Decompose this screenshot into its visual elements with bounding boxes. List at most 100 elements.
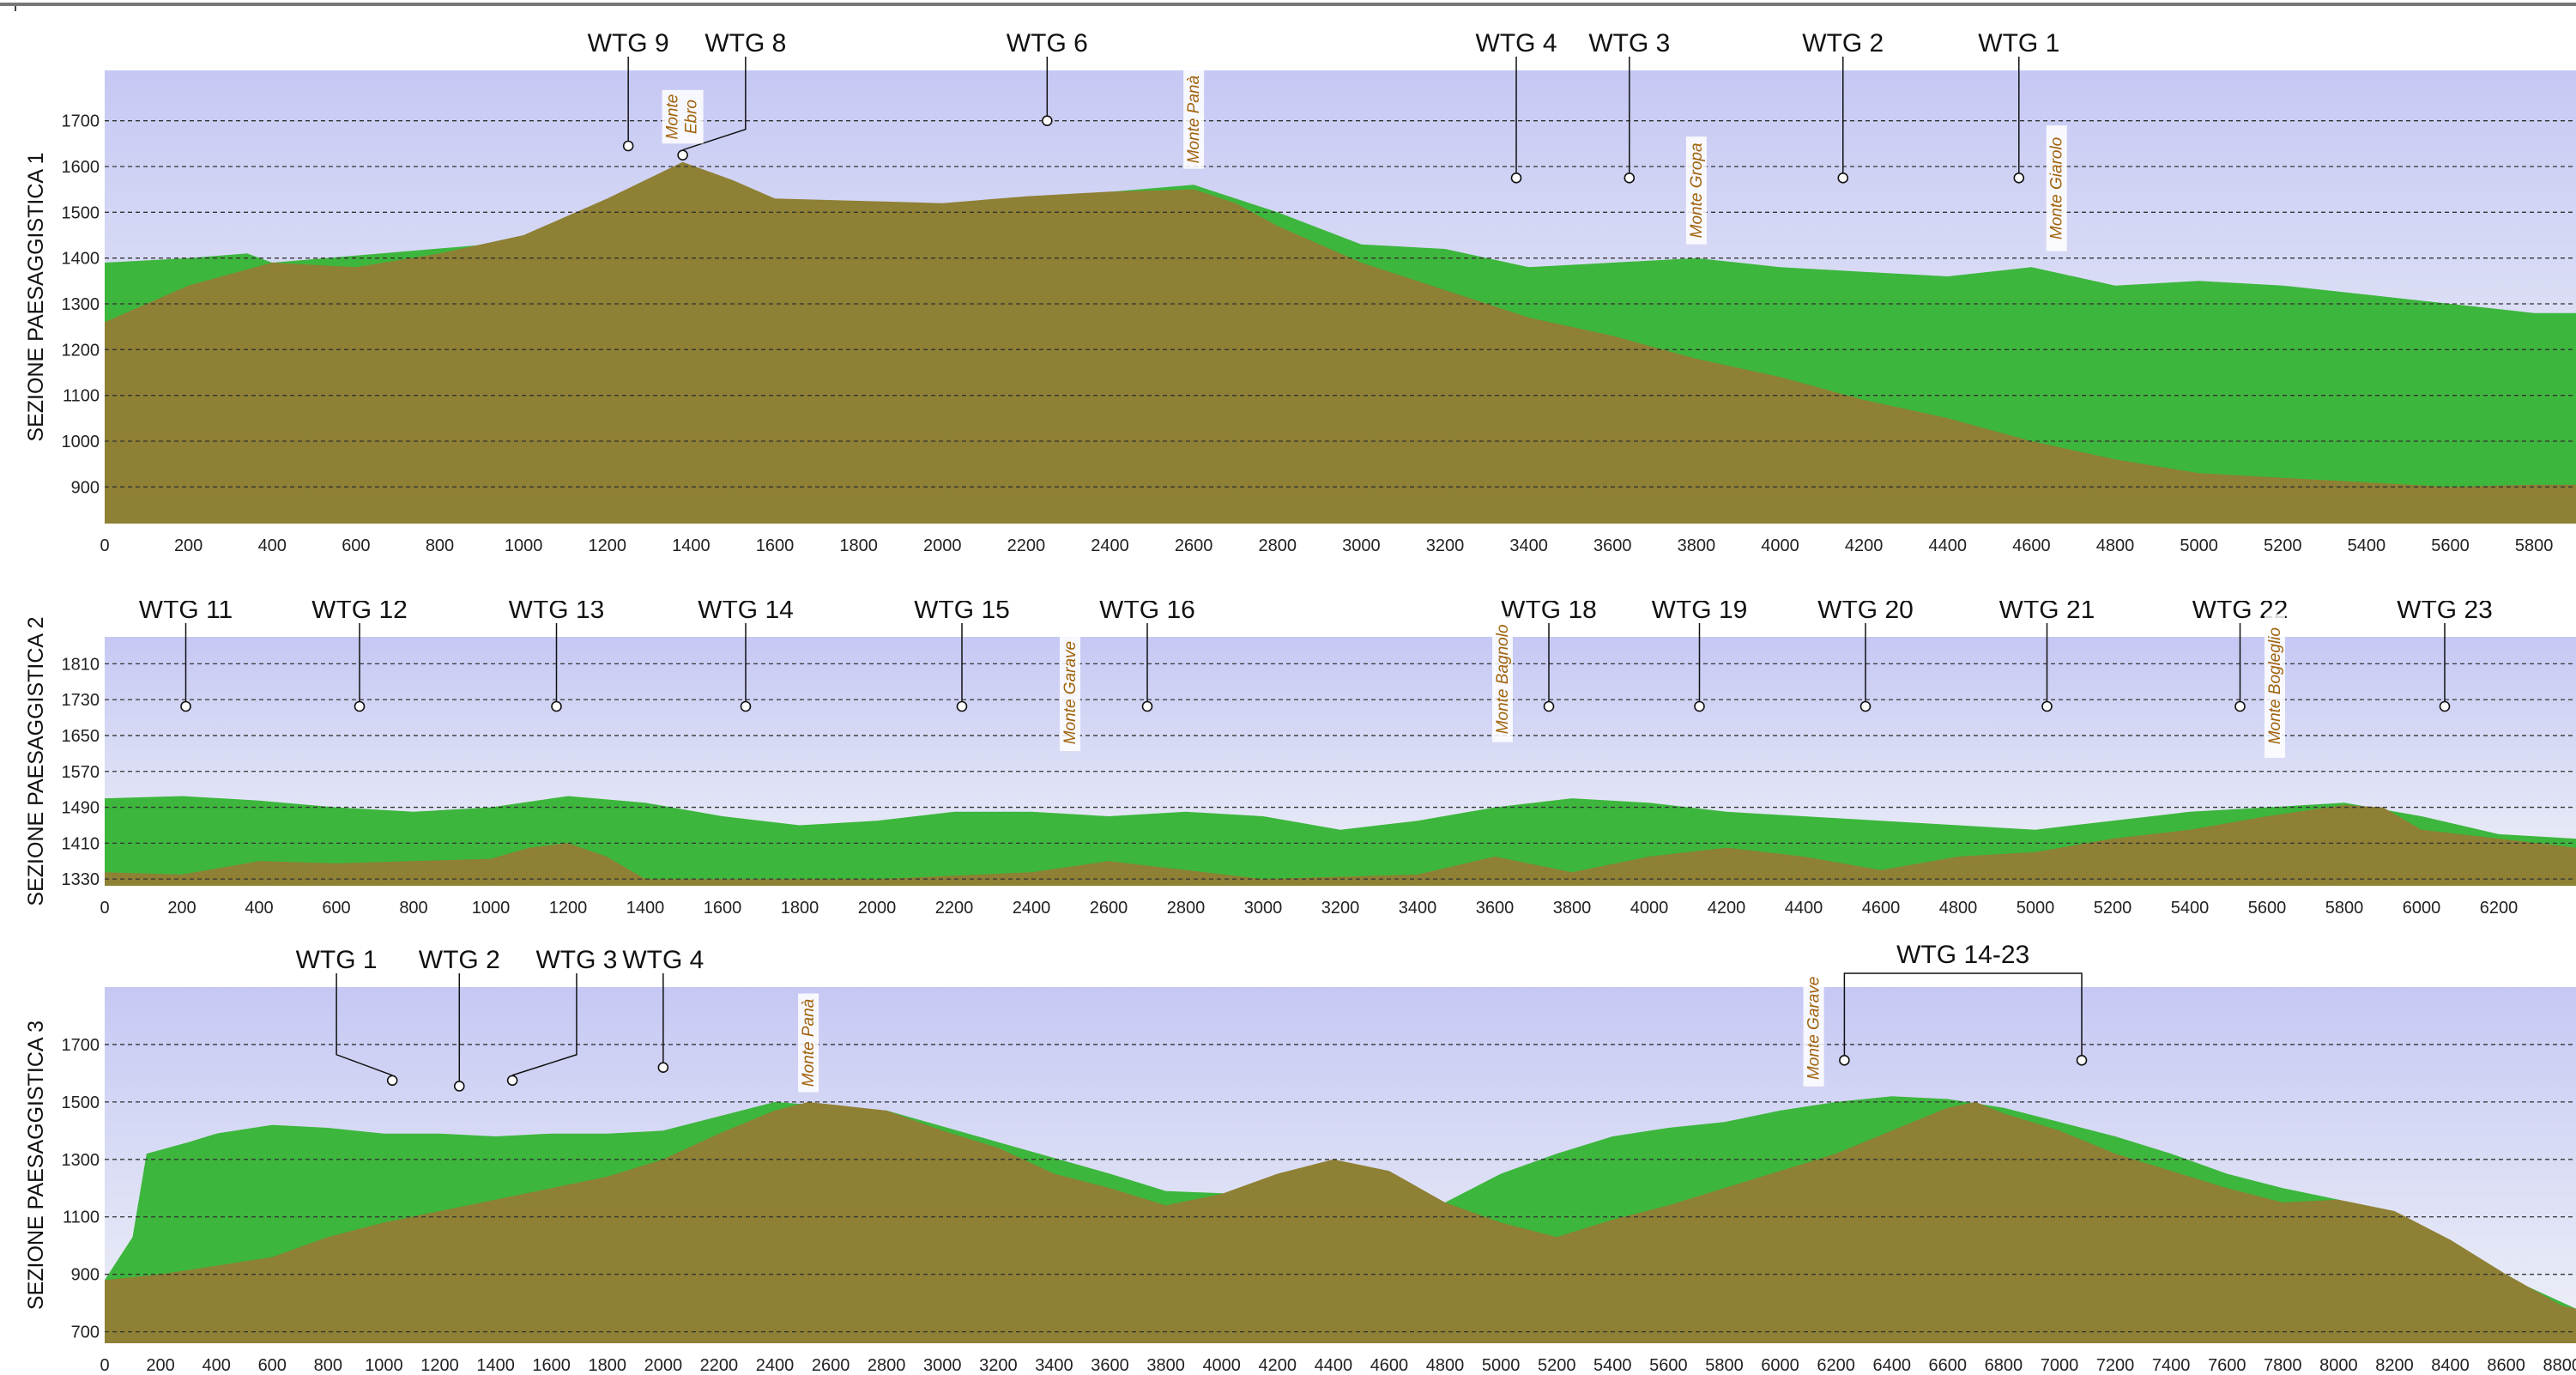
x-tick-label: 5000 [1482,1356,1521,1375]
peak-label-text: Monte Bagnolo [1494,624,1512,734]
y-tick-label: 1330 [62,870,100,889]
x-tick-label: 2800 [1259,536,1297,555]
turbine-marker [1859,700,1872,712]
turbine-leader-line [682,57,747,151]
x-tick-label: 400 [202,1356,230,1375]
x-tick-label: 1800 [781,899,819,918]
section-panel-2: 1330 1410 1490 1570 1650 1730 1810 0 200 400 600 80… [24,601,2576,918]
turbine-marker [1837,173,1849,184]
turbine-label: WTG 2 [1802,29,1884,58]
x-tick-label: 1600 [756,536,795,555]
turbine-label: WTG 2 [419,946,500,974]
turbine-marker [2041,700,2053,712]
turbine-marker [657,1062,669,1074]
turbine-label: WTG 13 [509,601,605,624]
x-tick-label: 3800 [1553,899,1592,918]
x-tick-label: 6000 [1761,1356,1799,1375]
y-tick-label: 1100 [63,387,100,406]
x-tick-label: 2200 [700,1356,739,1375]
peak-label-bg [1183,70,1205,169]
turbine-label: WTG 4 [622,946,704,974]
turbine-label: WTG 18 [1501,601,1597,624]
peak-label-bg [1803,969,1824,1087]
turbine-label: WTG 6 [1007,29,1088,58]
x-tick-label: 400 [258,536,287,555]
x-tick-label: 0 [100,536,109,555]
x-tick-label: 1000 [472,899,511,918]
top-strip-svg [0,3,2576,11]
turbine-label: WTG 8 [704,29,786,58]
y-tick-label: 1730 [62,691,100,710]
x-tick-label: 6400 [1872,1356,1911,1375]
x-tick-label: 5600 [1649,1356,1688,1375]
x-tick-label: 7800 [2264,1356,2302,1375]
y-tick-label: 1600 [62,158,100,177]
x-tick-label: 4600 [2012,536,2051,555]
turbine-marker [740,700,752,712]
peak-label: Monte Garave [1803,969,1824,1087]
x-tick-label: 5800 [2515,536,2554,555]
turbine-marker [1839,1055,1850,1066]
section-title: SEZIONE PAESAGGISTICA 3 [24,1021,48,1310]
turbine-label: WTG 20 [1817,601,1914,624]
x-tick-label: 3000 [1244,899,1283,918]
x-tick-label: 4600 [1862,899,1901,918]
peak-label-bg [2046,125,2067,251]
turbine-label: WTG 14 [698,601,794,624]
x-tick-label: 5400 [2171,899,2210,918]
top-image-strip [0,0,2576,11]
peak-label-bg [798,993,819,1093]
x-tick-label: 6000 [2403,899,2441,918]
x-tick-label: 5200 [2264,536,2302,555]
turbine-marker [386,1075,398,1087]
turbine-marker [551,700,562,712]
x-tick-label: 6800 [1985,1356,2023,1375]
x-tick-label: 4600 [1370,1356,1409,1375]
turbine-leader-line [511,973,577,1076]
section-title: SEZIONE PAESAGGISTICA 2 [24,616,48,906]
x-tick-label: 5800 [1705,1356,1744,1375]
x-tick-label: 4400 [1929,536,1968,555]
turbine-marker [677,149,688,161]
peak-label-text: Monte Panà [800,999,818,1087]
turbine-label: WTG 4 [1476,29,1557,58]
x-tick-label: 4200 [1708,899,1746,918]
x-tick-label: 4400 [1785,899,1823,918]
x-tick-label: 5400 [1593,1356,1632,1375]
x-tick-label: 8600 [2487,1356,2525,1375]
x-tick-label: 3800 [1146,1356,1185,1375]
x-tick-label: 3600 [1593,536,1632,555]
turbine-label: WTG 1 [1978,29,2059,58]
turbine-leader-line [336,973,393,1076]
x-tick-label: 4200 [1845,536,1884,555]
turbine-label: WTG 11 [139,601,233,624]
turbine-marker [453,1081,465,1092]
turbine-label: WTG 3 [535,946,617,974]
terrain-profile [105,161,2576,524]
x-tick-label: 4200 [1259,1356,1297,1375]
turbine-label: WTG 15 [914,601,1010,624]
peak-label: Monte Panà [798,993,819,1093]
turbine-marker [506,1075,518,1087]
turbine-group-label: WTG 14-23 [1896,944,2029,969]
x-tick-label: 1600 [704,899,742,918]
turbine-marker [180,700,191,712]
y-tick-label: 1500 [62,203,100,222]
turbine-label: WTG 3 [1588,29,1670,58]
x-tick-label: 4000 [1202,1356,1241,1375]
turbine-label: WTG 12 [311,601,408,624]
x-tick-label: 1200 [420,1356,459,1375]
top-strip-band [0,3,2576,6]
x-tick-label: 200 [167,899,196,918]
x-tick-label: 2200 [1007,536,1046,555]
peak-label-text: Monte Garave [1061,641,1079,744]
peak-label: Monte Panà [1183,70,1205,169]
x-tick-label: 5200 [2094,899,2132,918]
turbine-marker [2439,700,2451,712]
turbine-label: WTG 23 [2397,601,2493,624]
section-panel-1: 900 1000 1100 1200 1300 1400 1500 1600 1700 0 200 4… [24,29,2576,555]
x-tick-label: 3000 [1342,536,1381,555]
turbine-label: WTG 16 [1099,601,1195,624]
x-tick-label: 3200 [979,1356,1018,1375]
x-tick-label: 3000 [923,1356,962,1375]
